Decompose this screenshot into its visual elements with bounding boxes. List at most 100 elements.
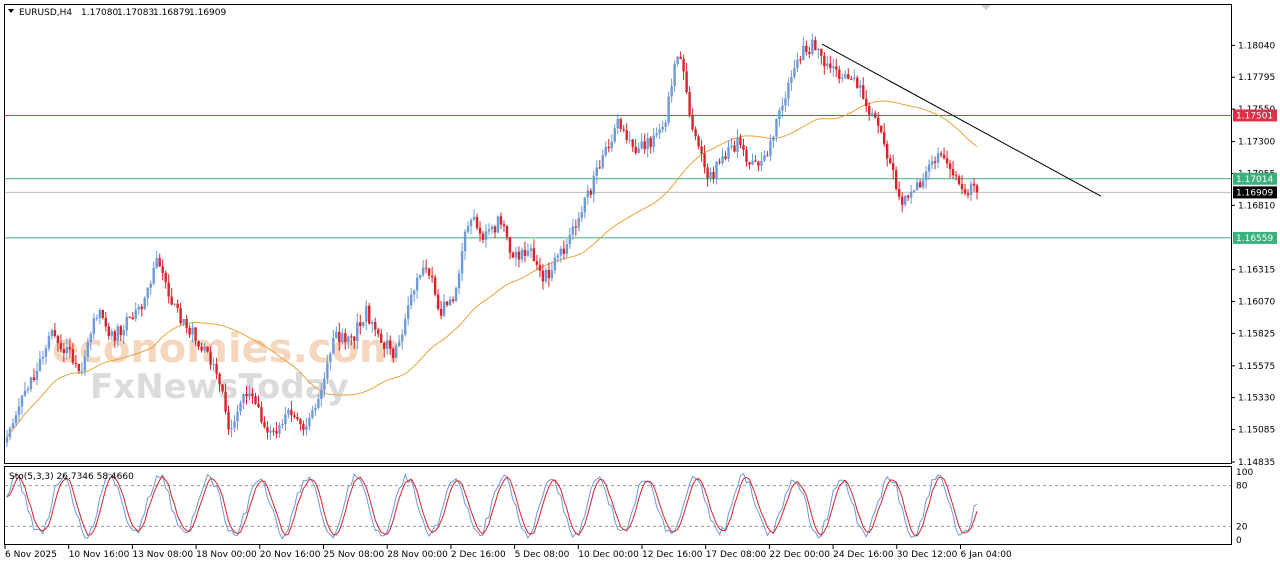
trendline [821, 43, 1102, 197]
candle-body [817, 48, 820, 51]
candle-body [951, 168, 955, 176]
candle-body [712, 172, 715, 179]
price-tick-label: 1.16315 [1238, 266, 1275, 276]
candle-body [383, 342, 386, 349]
candle-body [463, 231, 467, 252]
time-tick-label: 13 Nov 08:00 [132, 550, 193, 560]
candle-body [152, 267, 155, 284]
price-tick-label: 1.16070 [1238, 297, 1275, 307]
level-tag-bg [1233, 172, 1277, 185]
candle-body [266, 427, 269, 433]
candle-body [203, 346, 206, 351]
candle-body [155, 258, 158, 268]
candle-body [811, 39, 814, 54]
candle-body [963, 189, 967, 194]
candle-body [86, 342, 90, 357]
time-tick-label: 5 Dec 08:00 [515, 550, 570, 560]
header-dropdown-icon[interactable] [8, 9, 14, 13]
candle-body [871, 113, 874, 115]
scroll-marker-icon[interactable] [981, 5, 991, 10]
trendline-segment [821, 43, 1102, 197]
candle-body [936, 153, 940, 163]
stochastic-main-line [6, 472, 978, 540]
candle-body [685, 71, 688, 93]
candle-body [466, 225, 470, 232]
header-high: 1.17083 [117, 8, 154, 18]
candle-body [8, 428, 12, 438]
candle-body [164, 272, 167, 283]
candle-body [227, 411, 230, 430]
candle-body [400, 334, 404, 342]
candle-body [727, 147, 730, 159]
candle-body [679, 56, 682, 60]
candle-body [751, 160, 754, 165]
candle-body [799, 59, 802, 61]
candle-body [493, 226, 497, 233]
time-tick-label: 12 Dec 16:00 [642, 550, 703, 560]
candle-body [95, 318, 99, 320]
candle-body [110, 331, 113, 336]
candle-body [891, 163, 895, 171]
candle-body [847, 74, 850, 79]
candle-body [835, 66, 838, 70]
candle-body [475, 216, 479, 228]
candle-body [406, 305, 410, 319]
candle-body [724, 156, 727, 159]
time-tick-label: 17 Dec 08:00 [706, 550, 767, 560]
candle-body [826, 63, 829, 66]
candle-body [628, 139, 631, 141]
price-tick-label: 1.17300 [1238, 138, 1275, 148]
candle-body [598, 167, 601, 169]
candle-body [808, 51, 811, 54]
price-tick-label: 1.15575 [1238, 362, 1275, 372]
candle-body [790, 76, 793, 83]
stochastic-axis: 100 80 20 0 [1236, 468, 1253, 546]
candle-body [580, 212, 584, 218]
candle-body [954, 175, 958, 177]
candle-body [356, 322, 359, 341]
candle-body [838, 69, 841, 79]
candle-body [269, 430, 272, 433]
candle-body [853, 77, 856, 80]
candle-body [125, 316, 128, 331]
candle-body [796, 59, 799, 69]
candle-body [757, 161, 760, 166]
candle-body [900, 196, 904, 205]
candle-body [239, 403, 242, 412]
time-tick-label: 25 Nov 08:00 [324, 550, 385, 560]
stochastic-lines [5, 472, 1231, 540]
candle-body [335, 331, 338, 338]
stochastic-tick-label: 80 [1236, 482, 1248, 492]
candle-body [487, 229, 491, 232]
candle-body [697, 136, 700, 147]
candle-body [206, 346, 209, 352]
candle-body [541, 270, 545, 282]
candle-body [571, 226, 575, 235]
candle-body [317, 398, 320, 408]
candle-body [556, 255, 560, 258]
candle-body [23, 390, 27, 396]
candle-body [517, 251, 521, 260]
candle-body [897, 188, 901, 197]
candle-body [957, 176, 961, 184]
candle-body [185, 318, 188, 328]
candle-body [281, 424, 284, 426]
price-tick-label: 1.18040 [1238, 41, 1275, 51]
candle-body [760, 160, 763, 166]
candle-body [568, 234, 572, 245]
candle-body [329, 353, 332, 362]
candle-body [775, 118, 778, 137]
candle-body [903, 195, 907, 205]
candle-body [673, 64, 676, 86]
candle-body [975, 185, 979, 193]
candle-body [436, 294, 440, 309]
stochastic-signal-line [6, 475, 978, 537]
candle-body [314, 407, 317, 411]
candle-body [308, 417, 311, 427]
candle-body [805, 45, 808, 52]
candle-body [158, 258, 161, 267]
moving-average [6, 100, 978, 438]
candle-body [377, 329, 380, 334]
candle-body [865, 98, 868, 107]
candle-body [823, 55, 826, 66]
